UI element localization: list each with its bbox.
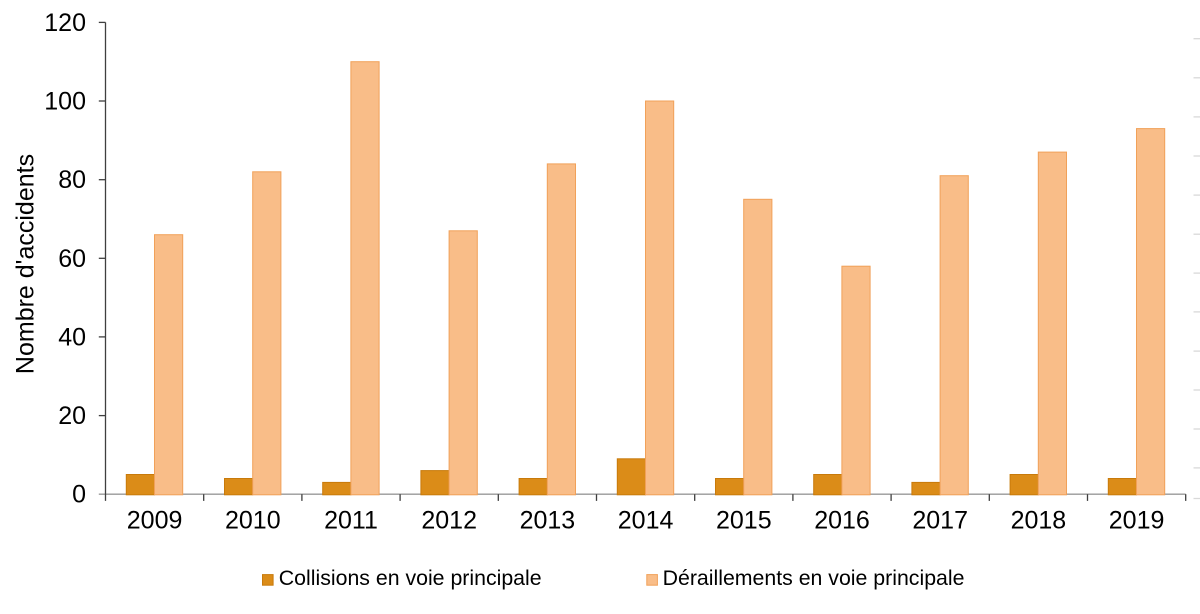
svg-text:60: 60 xyxy=(58,245,86,273)
svg-text:2009: 2009 xyxy=(127,507,183,535)
svg-text:100: 100 xyxy=(44,88,86,116)
svg-text:2018: 2018 xyxy=(1011,507,1067,535)
svg-text:20: 20 xyxy=(58,402,86,430)
svg-text:0: 0 xyxy=(72,481,86,509)
svg-text:80: 80 xyxy=(58,166,86,194)
svg-text:2013: 2013 xyxy=(520,507,576,535)
svg-text:Collisions en voie principale: Collisions en voie principale xyxy=(279,566,542,590)
svg-text:Nombre d'accidents: Nombre d'accidents xyxy=(12,154,40,374)
svg-text:Déraillements en voie principa: Déraillements en voie principale xyxy=(663,566,965,590)
svg-text:2011: 2011 xyxy=(324,507,378,535)
svg-text:40: 40 xyxy=(58,323,86,351)
svg-text:2017: 2017 xyxy=(912,507,968,535)
svg-text:120: 120 xyxy=(44,9,86,37)
svg-text:2015: 2015 xyxy=(716,507,772,535)
svg-text:2016: 2016 xyxy=(814,507,870,535)
svg-text:2014: 2014 xyxy=(618,507,674,535)
svg-text:2019: 2019 xyxy=(1109,507,1165,535)
svg-text:2010: 2010 xyxy=(225,507,281,535)
svg-text:2012: 2012 xyxy=(421,507,477,535)
